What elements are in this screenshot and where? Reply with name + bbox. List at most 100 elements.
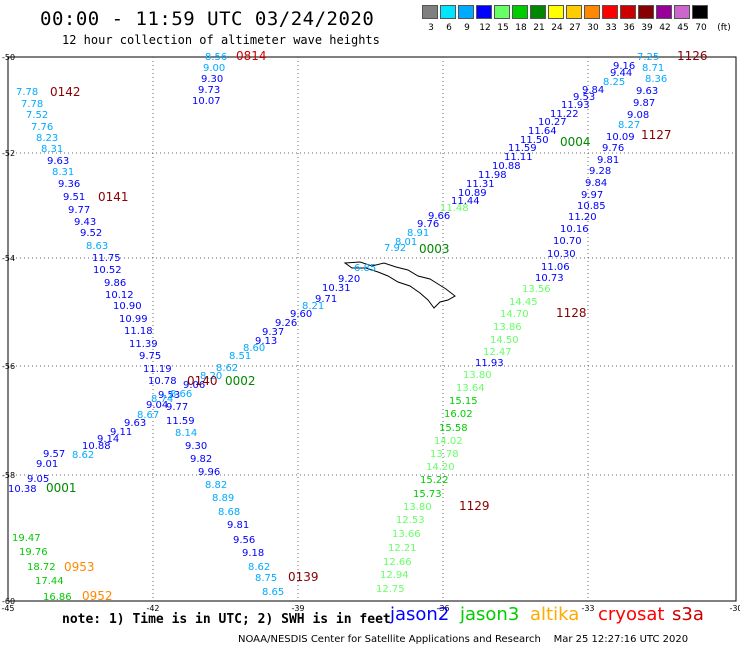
swh-reading-jason2: 10.52 <box>93 265 122 276</box>
swh-reading-jason3: 8.20 <box>200 371 222 382</box>
legend-swatch-45 <box>674 5 690 19</box>
swh-reading-cryosat: 9.63 <box>636 86 658 97</box>
swh-reading-jason2: 9.63 <box>47 156 69 167</box>
legend-swatch-30 <box>584 5 600 19</box>
footer-note: note: 1) Time is in UTC; 2) SWH is in fe… <box>62 612 391 627</box>
swh-reading-jason2: 9.82 <box>190 454 212 465</box>
map-title: 00:00 - 11:59 UTC 03/24/2020 <box>40 8 375 30</box>
swh-reading-jason3: 11.48 <box>440 203 469 214</box>
swh-reading-jason3: 10.31 <box>322 283 351 294</box>
swh-reading-jason3: 8.21 <box>302 301 324 312</box>
y-tick-label: -52 <box>2 149 15 158</box>
swh-reading-cryosat: 13.66 <box>392 529 421 540</box>
swh-reading-altika: 18.72 <box>27 562 56 573</box>
swh-reading-cryosat: 12.21 <box>388 543 417 554</box>
legend-label: 70 <box>695 23 707 33</box>
swh-reading-cryosat: 9.97 <box>581 190 603 201</box>
swh-reading-cryosat: 11.20 <box>568 212 597 223</box>
swh-reading-jason2: 11.18 <box>124 326 153 337</box>
swh-reading-cryosat: 13.64 <box>456 383 485 394</box>
swh-reading-s3a: 9.00 <box>203 63 225 74</box>
swh-reading-cryosat: 13.78 <box>430 449 459 460</box>
swh-reading-jason3: 11.44 <box>451 196 480 207</box>
swh-reading-jason3: 8.67 <box>137 410 159 421</box>
swh-reading-cryosat: 9.08 <box>627 110 649 121</box>
swh-reading-cryosat: 8.27 <box>618 120 640 131</box>
legend-swatch-33 <box>602 5 618 19</box>
swh-reading-jason3: 11.93 <box>561 100 590 111</box>
time-label: 1129 <box>459 499 490 513</box>
swh-reading-cryosat: 10.16 <box>560 224 589 235</box>
swh-reading-altika: 17.44 <box>35 576 64 587</box>
swh-reading-jason2: 9.43 <box>74 217 96 228</box>
y-tick-label: -60 <box>2 597 15 606</box>
time-label: 0953 <box>64 560 95 574</box>
time-label: 0141 <box>98 190 129 204</box>
legend-label: 36 <box>623 23 635 33</box>
x-tick-label: -30 <box>729 604 740 613</box>
legend-label: 9 <box>464 23 470 33</box>
swh-reading-cryosat: 15.73 <box>413 489 442 500</box>
swh-reading-altika: 16.86 <box>43 592 72 603</box>
swh-reading-cryosat: 16.02 <box>444 409 473 420</box>
swh-reading-jason3: 8.91 <box>407 228 429 239</box>
swh-reading-cryosat: 10.85 <box>577 201 606 212</box>
swh-reading-jason3: 8.51 <box>229 351 251 362</box>
swh-reading-jason3: 6.85 <box>354 263 376 274</box>
swh-reading-jason3: 9.44 <box>610 68 632 79</box>
y-tick-label: -50 <box>2 53 15 62</box>
swh-reading-jason3: 8.62 <box>216 363 238 374</box>
swh-reading-jason3: 9.53 <box>573 92 595 103</box>
swh-reading-jason3: 10.88 <box>82 441 111 452</box>
satellite-name-cryosat: cryosat <box>598 604 665 625</box>
swh-reading-jason2: 9.53 <box>158 390 180 401</box>
swh-reading-cryosat: 14.50 <box>490 335 519 346</box>
swh-reading-cryosat: 9.87 <box>633 98 655 109</box>
swh-reading-cryosat: 14.45 <box>509 297 538 308</box>
swh-reading-cryosat: 12.53 <box>396 515 425 526</box>
swh-reading-cryosat: 10.30 <box>547 249 576 260</box>
legend-swatch-36 <box>620 5 636 19</box>
time-label: 0003 <box>419 242 450 256</box>
time-label: 0142 <box>50 85 81 99</box>
y-tick-label: -56 <box>2 362 15 371</box>
swh-reading-cryosat: 13.80 <box>403 502 432 513</box>
swh-reading-jason2: 9.81 <box>227 520 249 531</box>
time-label: 0140 <box>187 374 218 388</box>
swh-reading-cryosat: 13.80 <box>463 370 492 381</box>
time-label: 0139 <box>288 570 319 584</box>
x-tick-label: -45 <box>1 604 14 613</box>
swh-reading-jason3: 9.14 <box>97 434 119 445</box>
swh-reading-jason2: 7.78 <box>16 87 38 98</box>
legend-unit: (ft) <box>717 23 731 33</box>
swh-reading-jason3: 9.71 <box>315 294 337 305</box>
legend-swatch-15 <box>494 5 510 19</box>
swh-reading-jason2: 8.75 <box>255 573 277 584</box>
legend-swatch-9 <box>458 5 474 19</box>
x-tick-label: -36 <box>436 604 449 613</box>
swh-reading-jason2: 8.31 <box>52 167 74 178</box>
legend-label: 30 <box>587 23 599 33</box>
swh-reading-cryosat: 10.73 <box>535 273 564 284</box>
satellite-name-jason2: jason2 <box>390 604 450 625</box>
swh-reading-jason3: 8.66 <box>170 389 192 400</box>
swh-reading-jason2: 9.77 <box>68 205 90 216</box>
swh-reading-cryosat: 12.94 <box>380 570 409 581</box>
swh-reading-cryosat: 14.70 <box>500 309 529 320</box>
swh-reading-jason3: 9.37 <box>262 327 284 338</box>
y-tick-label: -54 <box>2 254 15 263</box>
swh-reading-jason2: 8.65 <box>262 587 284 598</box>
swh-reading-cryosat: 8.71 <box>642 63 664 74</box>
swh-reading-cryosat: 12.75 <box>376 584 405 595</box>
swh-reading-jason3: 9.05 <box>27 474 49 485</box>
swh-reading-jason2: 8.63 <box>86 241 108 252</box>
time-label: 0814 <box>236 49 267 63</box>
swh-reading-cryosat: 13.86 <box>493 322 522 333</box>
x-tick-label: -42 <box>146 604 159 613</box>
swh-reading-jason3: 9.26 <box>275 318 297 329</box>
swh-reading-jason3: 9.11 <box>110 427 132 438</box>
swh-reading-jason3: 10.89 <box>458 188 487 199</box>
swh-reading-cryosat: 11.93 <box>475 358 504 369</box>
swh-reading-jason2: 9.75 <box>139 351 161 362</box>
swh-reading-altika: 19.47 <box>12 533 41 544</box>
